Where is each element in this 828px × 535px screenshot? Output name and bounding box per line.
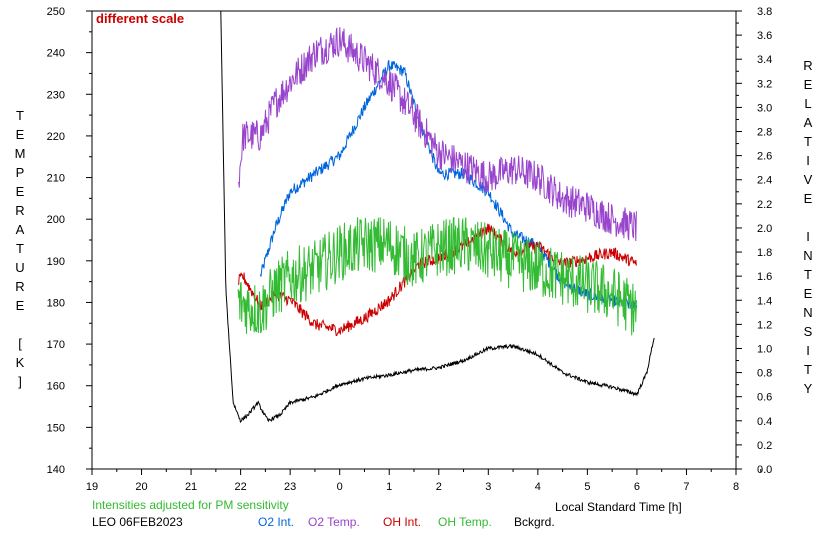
y-right-tick-label: 1.8 — [757, 247, 772, 259]
y-right-tick-label: 3.2 — [757, 78, 772, 90]
axis-label-gap — [12, 315, 28, 334]
legend-entry: O2 Temp. — [308, 515, 360, 529]
series-line-o2-int — [259, 60, 638, 312]
y-right-tick-label: 0.0 — [757, 464, 772, 476]
x-tick-label: 20 — [135, 481, 147, 493]
x-tick-label: 23 — [284, 481, 296, 493]
x-axis-label: Local Standard Time [h] — [555, 500, 682, 514]
y-right-tick-label: 3.4 — [757, 54, 772, 66]
x-tick-label: 3 — [485, 481, 491, 493]
y-right-tick-label: 2.2 — [757, 199, 772, 211]
x-tick-label: 5 — [584, 481, 590, 493]
x-tick-label: 22 — [234, 481, 246, 493]
x-tick-label: 6 — [634, 481, 640, 493]
y-left-tick-label: 180 — [47, 297, 65, 309]
y-right-tick-label: 0.4 — [757, 416, 772, 428]
x-tick-label: 8 — [733, 481, 739, 493]
y-right-tick-label: 1.2 — [757, 319, 772, 331]
y-right-tick-label: 1.4 — [757, 295, 772, 307]
y-right-tick-label: 3.8 — [757, 6, 772, 18]
y-right-tick-label: 3.0 — [757, 102, 772, 114]
y-left-tick-label: 150 — [47, 422, 65, 434]
chart-note: different scale — [96, 11, 185, 26]
legend-entry: OH Int. — [383, 515, 422, 529]
y-right-tick-label: 0.8 — [757, 368, 772, 380]
y-right-tick-label: 1.6 — [757, 271, 772, 283]
y-left-tick-label: 220 — [47, 131, 65, 143]
y-axis-label-left: T E M P E R A T U R E [K] — [12, 106, 28, 391]
y-right-tick-label: 2.6 — [757, 151, 772, 163]
x-tick-label: 7 — [683, 481, 689, 493]
y-right-tick-label: 0.6 — [757, 392, 772, 404]
y-left-tick-label: 140 — [47, 464, 65, 476]
y-right-tick-label: 0.2 — [757, 440, 772, 452]
x-tick-label: 0 — [337, 481, 343, 493]
y-right-tick-label: 1.0 — [757, 343, 772, 355]
y-left-tick-label: 160 — [47, 381, 65, 393]
legend-entry: O2 Int. — [258, 515, 295, 529]
y-right-tick-label: 2.4 — [757, 175, 772, 187]
x-tick-label: 2 — [436, 481, 442, 493]
y-left-tick-label: 250 — [47, 6, 65, 18]
legend-entry: Bckgrd. — [514, 515, 555, 529]
station-date: LEO 06FEB2023 — [92, 515, 183, 529]
y-left-tick-label: 190 — [47, 256, 65, 268]
x-tick-label: 21 — [185, 481, 197, 493]
axis-label-gap — [800, 208, 816, 227]
y-left-tick-label: 210 — [47, 173, 65, 185]
axis-label-word: [K] — [15, 336, 25, 389]
y-left-tick-label: 200 — [47, 214, 65, 226]
series-line-bckgrd — [220, 10, 655, 424]
y-left-tick-label: 240 — [47, 48, 65, 60]
y-left-tick-label: 170 — [47, 339, 65, 351]
x-tick-label: 19 — [86, 481, 98, 493]
x-tick-label: 1 — [386, 481, 392, 493]
y-right-tick-label: 3.6 — [757, 30, 772, 42]
y-right-tick-label: 2.8 — [757, 127, 772, 139]
y-left-tick-label: 230 — [47, 89, 65, 101]
series-line-oh-temp — [237, 217, 637, 336]
footer-note: Intensities adjusted for PM sensitivity — [92, 498, 289, 512]
x-tick-label: 4 — [535, 481, 541, 493]
legend-entry: OH Temp. — [438, 515, 492, 529]
series-line-o2-temp — [238, 27, 637, 242]
y-right-tick-label: 2.0 — [757, 223, 772, 235]
